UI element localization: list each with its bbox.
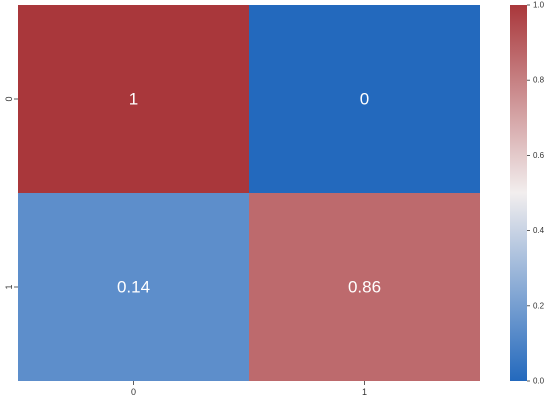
x-tick-label-1: 1: [362, 387, 367, 397]
heatmap-cell-r0-c1: [249, 5, 480, 193]
cell-annotation-r1-c0: 0.14: [117, 278, 150, 297]
heatmap-cell-r1-c1: [249, 193, 480, 381]
heatmap-cell-r1-c0: [18, 193, 249, 381]
cell-annotation-r0-c0: 1: [129, 90, 138, 109]
cell-annotations: 1 0 0.14 0.86: [117, 90, 381, 297]
y-tick-label-0: 0: [4, 96, 14, 101]
cell-annotation-r1-c1: 0.86: [348, 278, 381, 297]
colorbar-tick-label-0.8: 0.8: [533, 76, 545, 85]
colorbar-tick-label-0.4: 0.4: [533, 226, 545, 235]
y-tick-label-1: 1: [4, 284, 14, 289]
x-tick-label-0: 0: [131, 387, 136, 397]
heatmap-cells: [18, 5, 480, 381]
y-axis: 01: [4, 96, 18, 290]
colorbar-tick-label-0.6: 0.6: [533, 151, 545, 160]
colorbar-tick-label-0.0: 0.0: [533, 377, 545, 386]
colorbar-tick-label-1.0: 1.0: [533, 1, 545, 10]
heatmap-cell-r0-c0: [18, 5, 249, 193]
colorbar: 0.0 0.2 0.4 0.6 0.8 1.0: [510, 1, 545, 386]
colorbar-tick-label-0.2: 0.2: [533, 301, 545, 310]
colorbar-gradient: [510, 5, 527, 381]
cell-annotation-r0-c1: 0: [360, 90, 369, 109]
